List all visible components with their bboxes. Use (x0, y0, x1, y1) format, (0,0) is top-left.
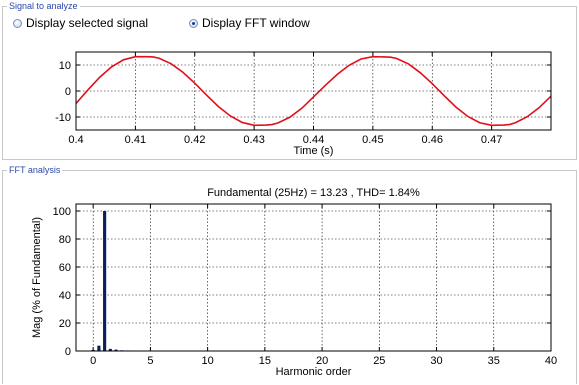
signal-chart-y-tick-label: 10 (59, 60, 71, 72)
fft-chart-x-tick-label: 40 (545, 355, 557, 367)
signal-chart-x-tick-label: 0.44 (303, 134, 324, 146)
fft-chart-plot-area (76, 204, 551, 351)
display-selected-signal-radio[interactable]: Display selected signal (13, 15, 148, 31)
signal-chart-y-tick-label: -10 (55, 112, 71, 124)
fft-chart-x-tick-label: 15 (259, 355, 271, 367)
signal-chart-x-tick-label: 0.46 (422, 134, 443, 146)
fft-chart-y-tick-label: 0 (65, 346, 71, 358)
display-fft-window-radio[interactable]: Display FFT window (189, 15, 310, 31)
fft-analysis-group: FFT analysis (2, 164, 577, 384)
signal-chart-x-tick-label: 0.47 (481, 134, 502, 146)
fft-chart-x-tick-label: 25 (373, 355, 385, 367)
signal-chart-series-line (75, 55, 552, 127)
fft-chart-bar (97, 345, 101, 351)
signal-chart-x-tick-label: 0.4 (68, 134, 83, 146)
signal-group-legend: Signal to analyze (7, 0, 80, 12)
signal-chart-y-tick-label: 0 (65, 86, 71, 98)
fft-chart-y-tick-label: 100 (53, 206, 71, 218)
radio-unchecked-icon[interactable] (13, 18, 22, 28)
fft-chart-frame (75, 203, 552, 352)
fft-chart-x-tick-label: 5 (147, 355, 153, 367)
fft-chart-y-axis-label: Mag (% of Fundamental) (31, 217, 43, 338)
display-fft-window-label[interactable]: Display FFT window (202, 16, 310, 30)
fft-chart-bar (114, 349, 118, 351)
fft-chart-bar (108, 348, 112, 351)
fft-chart-x-tick-label: 20 (316, 355, 328, 367)
signal-chart-x-tick-label: 0.45 (362, 134, 383, 146)
fft-chart-x-tick-label: 0 (90, 355, 96, 367)
fft-chart-x-tick-label: 10 (202, 355, 214, 367)
fft-chart-y-tick-label: 20 (59, 318, 71, 330)
fft-chart-y-tick-label: 60 (59, 262, 71, 274)
signal-chart-x-tick-label: 0.43 (243, 134, 264, 146)
signal-chart-x-tick-label: 0.41 (125, 134, 146, 146)
fft-chart-x-axis-label: Harmonic order (276, 366, 352, 378)
fft-chart-y-tick-label: 80 (59, 234, 71, 246)
fft-chart-y-tick-label: 40 (59, 290, 71, 302)
signal-chart-x-axis-label: Time (s) (294, 145, 334, 157)
fft-chart-x-tick-label: 35 (488, 355, 500, 367)
signal-to-analyze-group: Signal to analyze Display selected signa… (2, 0, 577, 160)
fft-group-legend: FFT analysis (7, 164, 63, 176)
display-selected-signal-label[interactable]: Display selected signal (26, 16, 149, 30)
radio-checked-icon[interactable] (189, 18, 198, 28)
fft-chart-x-tick-label: 30 (430, 355, 442, 367)
fft-chart-bar (103, 211, 107, 351)
fft-chart-title: Fundamental (25Hz) = 13.23 , THD= 1.84% (207, 187, 420, 199)
signal-chart-x-tick-label: 0.42 (184, 134, 205, 146)
